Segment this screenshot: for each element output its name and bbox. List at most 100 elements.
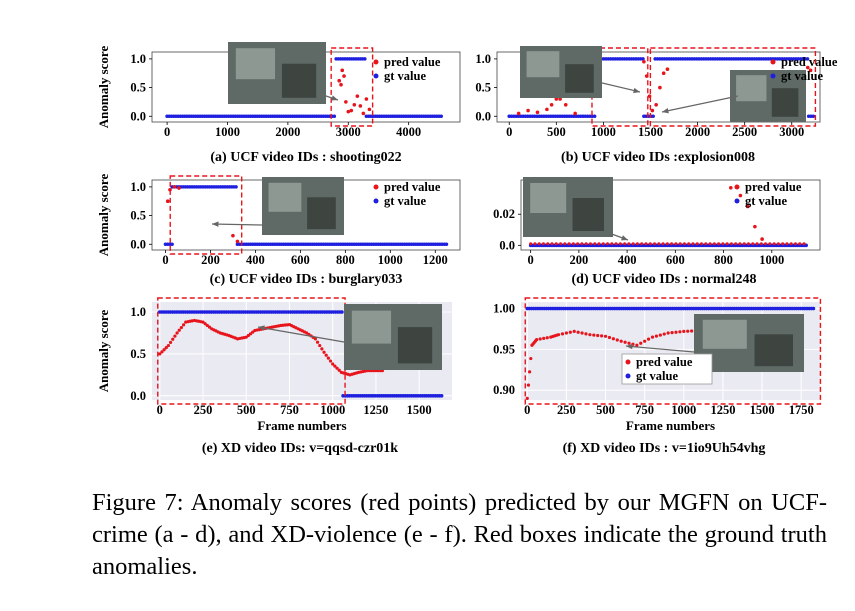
x-tick-label: 1500 (750, 403, 775, 417)
video-frame-thumbnail-detail (307, 197, 336, 230)
pred-point (580, 331, 584, 335)
pred-point (729, 242, 733, 246)
pred-point (352, 102, 357, 107)
pred-point (764, 242, 768, 246)
pointer-arrow-head (626, 343, 633, 350)
pred-point (246, 333, 250, 338)
gt-point (811, 306, 816, 311)
pred-point (318, 343, 322, 348)
pred-point (533, 242, 537, 246)
gt-anomaly-box (330, 47, 374, 127)
pred-point (600, 334, 604, 338)
pred-point (349, 108, 354, 113)
gt-point (439, 114, 443, 119)
x-tick-label: 0 (524, 403, 530, 417)
pred-point (535, 110, 540, 115)
y-axis-label: Anomaly score (96, 46, 111, 129)
pred-point (571, 242, 575, 246)
video-frame-thumbnail-detail (235, 48, 276, 80)
pred-point (361, 111, 366, 116)
pred-point (691, 242, 695, 246)
pred-point (725, 242, 729, 246)
pred-point (721, 242, 725, 246)
legend-gt-label: gt value (384, 194, 426, 208)
pred-point (687, 242, 691, 246)
y-tick-label: 0.02 (493, 207, 515, 221)
gt-point (332, 114, 337, 119)
legend-pred-label: pred value (384, 180, 441, 194)
video-frame-thumbnail-detail (771, 88, 799, 117)
pred-point (559, 242, 563, 246)
pred-point (576, 330, 580, 334)
pred-point (335, 366, 339, 370)
subplot-f: 0 250 500 750 1000 1250 1500 1750 0.90 0.95 1.00 pr… (493, 297, 822, 456)
pred-point (717, 242, 721, 246)
gt-point (592, 114, 597, 119)
subplot-title: (e) XD video IDs: v=qqsd-czr01k (202, 441, 398, 456)
subplot-b: 0 500 1000 1500 2000 2500 3000 0.0 0.5 1.0 pred va… (475, 46, 838, 165)
pred-point (746, 242, 750, 246)
y-tick-label: 0.5 (130, 209, 146, 223)
x-axis-label: Frame numbers (257, 418, 346, 433)
legend-box (621, 353, 713, 385)
pred-point (635, 343, 639, 347)
pred-point (627, 242, 631, 246)
pred-point (753, 224, 757, 229)
gt-point (444, 242, 449, 247)
subplot-e: 0 250 500 750 1000 1250 1500 0.0 0.5 1.0 Anomaly s… (96, 297, 452, 456)
x-tick-label: 0 (162, 253, 168, 267)
x-tick-label: 3000 (779, 125, 804, 139)
pred-point (158, 352, 162, 356)
video-frame-thumbnail-detail (268, 182, 302, 212)
pred-point (745, 204, 750, 209)
pred-point (584, 242, 588, 246)
legend-gt-marker (770, 73, 776, 79)
pred-point (537, 242, 541, 246)
pred-point (560, 332, 565, 336)
pred-point (244, 335, 248, 339)
video-frame-thumbnail-detail (397, 327, 433, 364)
pred-point (665, 242, 669, 246)
pred-point (550, 242, 554, 246)
pred-point (165, 199, 170, 204)
pred-point (606, 242, 610, 246)
video-frame-thumbnail-detail (526, 51, 560, 78)
legend-gt-marker (734, 198, 740, 204)
pred-point (712, 242, 716, 246)
pred-point (751, 242, 755, 246)
legend-pred-marker (373, 184, 379, 190)
pred-point (337, 368, 341, 372)
pred-point (658, 333, 662, 337)
x-tick-label: 1000 (591, 125, 616, 139)
legend-pred-label: pred value (636, 355, 693, 369)
pred-point (564, 331, 568, 335)
pred-point (643, 339, 647, 343)
pred-point (793, 242, 797, 246)
legend-pred-marker (734, 184, 740, 190)
pred-point (344, 100, 348, 104)
video-frame-thumbnail-detail (281, 63, 317, 98)
legend-pred-label: pred value (745, 180, 802, 194)
x-tick-label: 400 (618, 253, 637, 267)
x-tick-label: 250 (194, 403, 213, 417)
pred-point (728, 185, 733, 190)
x-tick-label: 200 (569, 253, 588, 267)
pred-point (320, 347, 324, 351)
pred-point (177, 328, 181, 332)
pred-point (542, 336, 546, 340)
x-tick-label: 0 (164, 125, 170, 139)
pred-point (657, 242, 661, 246)
subplot-title: (c) UCF video IDs : burglary033 (210, 272, 403, 287)
legend-gt-label: gt value (781, 69, 823, 83)
pointer-arrow (661, 95, 739, 113)
pred-point (623, 242, 627, 246)
pred-point (650, 335, 655, 339)
pred-point (538, 337, 542, 341)
pred-point (231, 233, 235, 238)
x-tick-label: 400 (246, 253, 265, 267)
gt-point (641, 57, 645, 61)
legend-pred-marker (373, 59, 379, 65)
legend-gt-marker (625, 373, 631, 379)
pred-point (738, 242, 742, 246)
pred-point (768, 242, 772, 246)
